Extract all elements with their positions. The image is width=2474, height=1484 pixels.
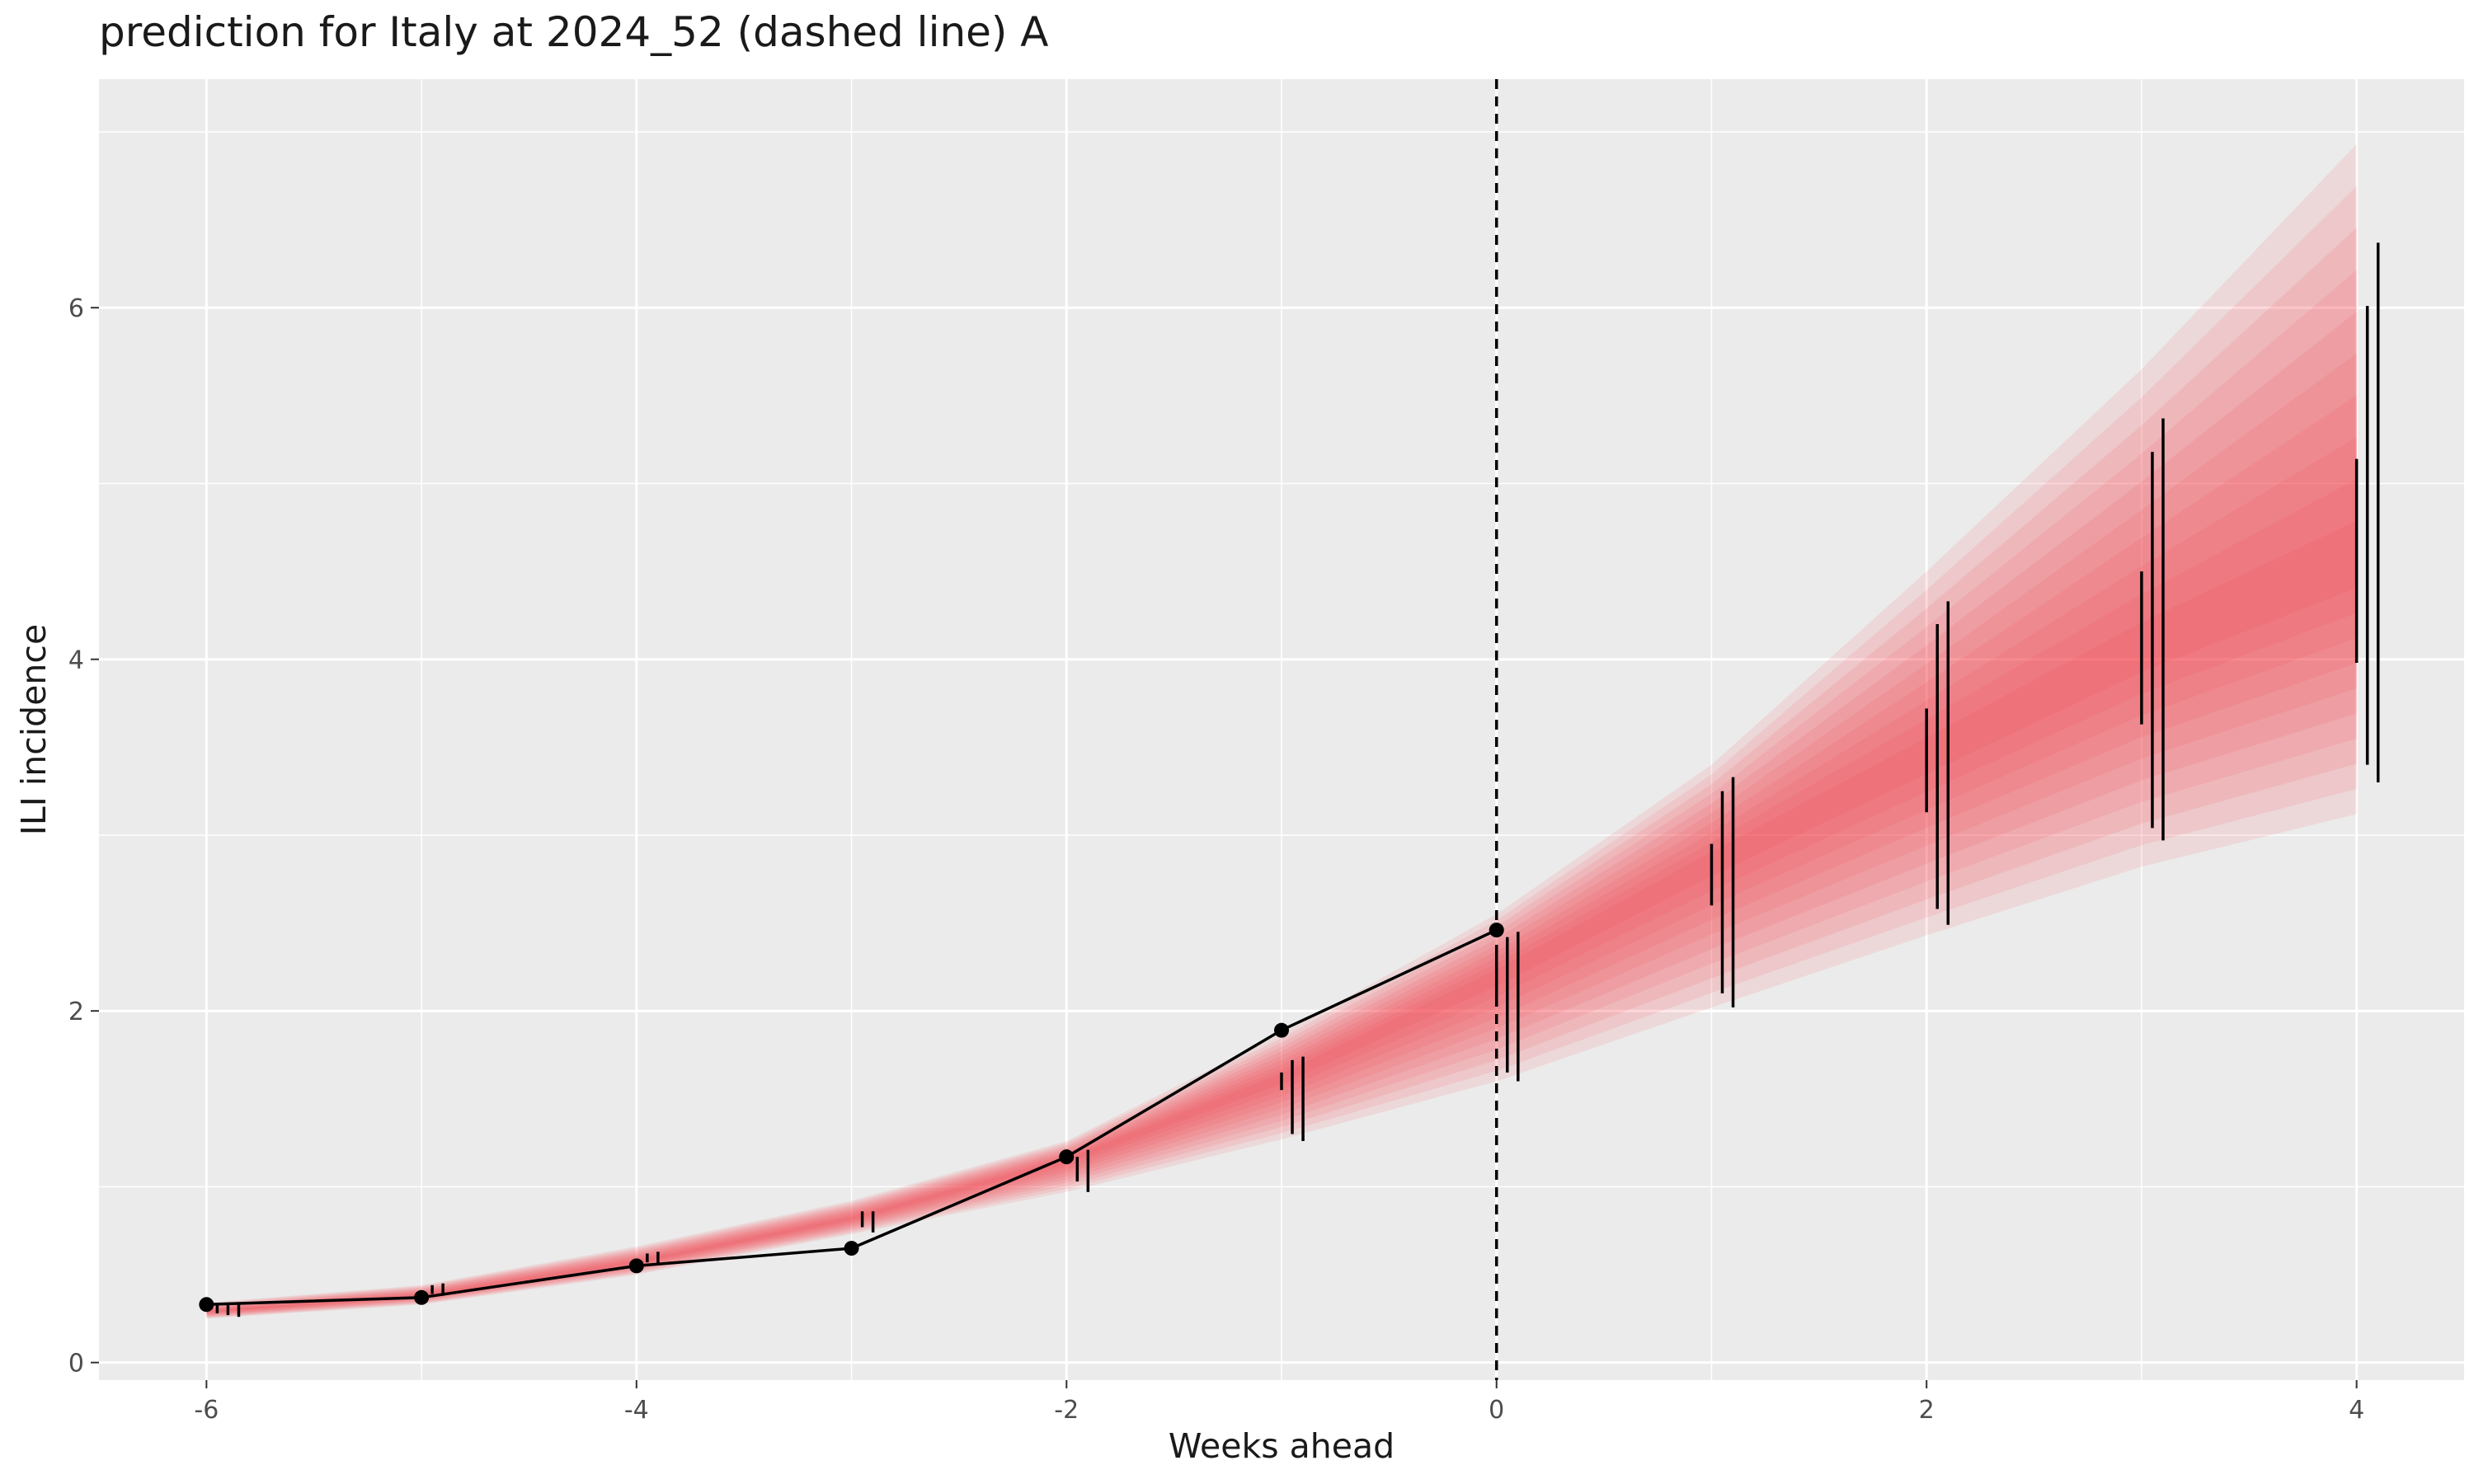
prediction-band [206,311,2357,1316]
gridlines [99,79,2464,1380]
observed-point [1274,1022,1289,1038]
chart-title: prediction for Italy at 2024_52 (dashed … [99,8,1049,56]
observed-series [199,923,1504,1313]
observed-point [628,1258,644,1274]
x-tick-label: 2 [1919,1396,1935,1425]
observed-point [844,1241,859,1256]
y-axis-title: ILI incidence [14,624,54,835]
prediction-band [206,353,2357,1316]
x-tick-label: 0 [1489,1396,1504,1425]
y-tick-label: 2 [68,998,84,1026]
axis-ticks: -6 -4 -2 0 2 4 0 2 4 6 [68,294,2364,1425]
observed-point [1489,923,1504,938]
interval-bars [215,242,2380,1317]
observed-point [414,1289,430,1305]
x-tick-label: -6 [194,1396,219,1425]
x-axis-title: Weeks ahead [1169,1426,1395,1466]
y-tick-label: 6 [68,294,84,323]
x-tick-label: 4 [2349,1396,2364,1425]
x-tick-label: -4 [624,1396,649,1425]
observed-point [1059,1149,1075,1165]
y-tick-label: 0 [68,1350,84,1378]
y-tick-label: 4 [68,646,84,675]
observed-point [199,1297,214,1313]
x-tick-label: -2 [1054,1396,1079,1425]
